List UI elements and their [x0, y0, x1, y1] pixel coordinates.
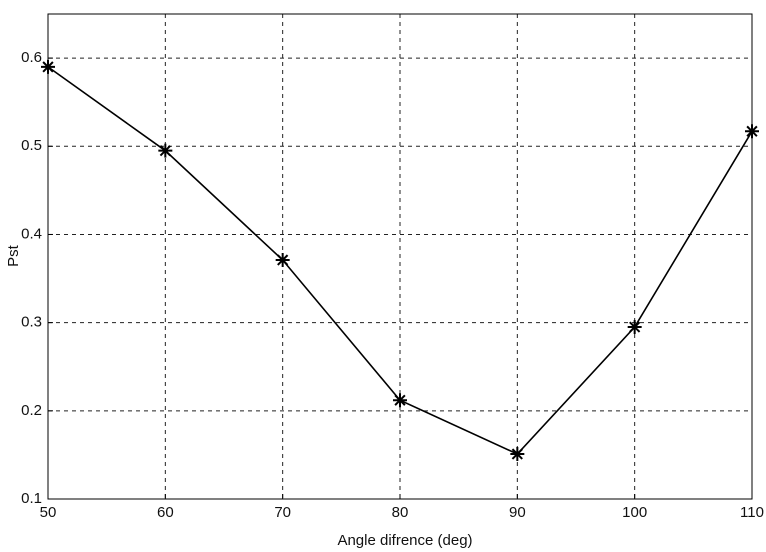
x-tick-label: 60 [157, 504, 174, 521]
x-tick-label: 90 [509, 504, 526, 521]
x-tick-label: 110 [740, 504, 764, 521]
x-tick-label: 50 [40, 504, 57, 521]
x-tick-label: 70 [274, 504, 291, 521]
x-tick-label: 80 [392, 504, 409, 521]
x-axis-label: Angle difrence (deg) [337, 532, 472, 549]
y-axis-label: Pst [5, 244, 22, 267]
data-marker [510, 447, 525, 462]
y-tick-label: 0.5 [21, 137, 42, 154]
data-marker [41, 59, 55, 74]
y-tick-label: 0.1 [21, 490, 42, 507]
data-marker [158, 143, 173, 158]
data-marker [275, 253, 290, 268]
data-marker [393, 393, 407, 408]
y-tick-label: 0.3 [21, 314, 42, 331]
y-tick-label: 0.2 [21, 402, 42, 419]
data-marker [627, 320, 642, 335]
plot-frame [47, 13, 753, 500]
y-tick-label: 0.4 [21, 225, 42, 242]
x-tick-label: 100 [622, 504, 647, 521]
y-tick-label: 0.6 [21, 49, 42, 66]
data-marker [745, 124, 759, 139]
